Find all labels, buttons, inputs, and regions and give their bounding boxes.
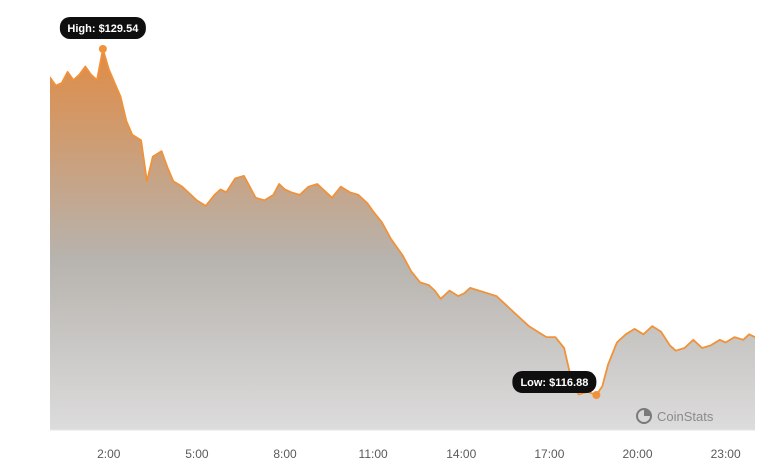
x-tick-label: 23:00 (711, 447, 741, 461)
x-tick-label: 14:00 (446, 447, 476, 461)
low-point (592, 391, 601, 400)
high-label-pill (59, 16, 146, 39)
price-line (50, 48, 755, 396)
high-point (98, 44, 107, 53)
x-tick-label: 20:00 (622, 447, 652, 461)
x-axis: 2:00 5:00 8:00 11:00 14:00 17:00 20:00 23:00 (50, 429, 755, 461)
coinstats-watermark: CoinStats (636, 408, 714, 424)
x-tick-label: 8:00 (273, 447, 297, 461)
x-tick-label: 17:00 (534, 447, 564, 461)
x-tick-label: 5:00 (185, 447, 209, 461)
high-label: High: $129.54 (67, 23, 139, 35)
brand-name: CoinStats (657, 409, 714, 424)
coinstats-logo-icon (636, 408, 652, 424)
high-marker: High: $129.54 (59, 16, 146, 53)
low-marker: Low: $116.88 (512, 371, 601, 400)
low-label: Low: $116.88 (520, 377, 588, 389)
x-tick-label: 11:00 (359, 447, 388, 461)
low-label-pill (512, 371, 597, 394)
x-tick-label: 2:00 (97, 447, 121, 461)
price-area-fill (50, 49, 755, 430)
